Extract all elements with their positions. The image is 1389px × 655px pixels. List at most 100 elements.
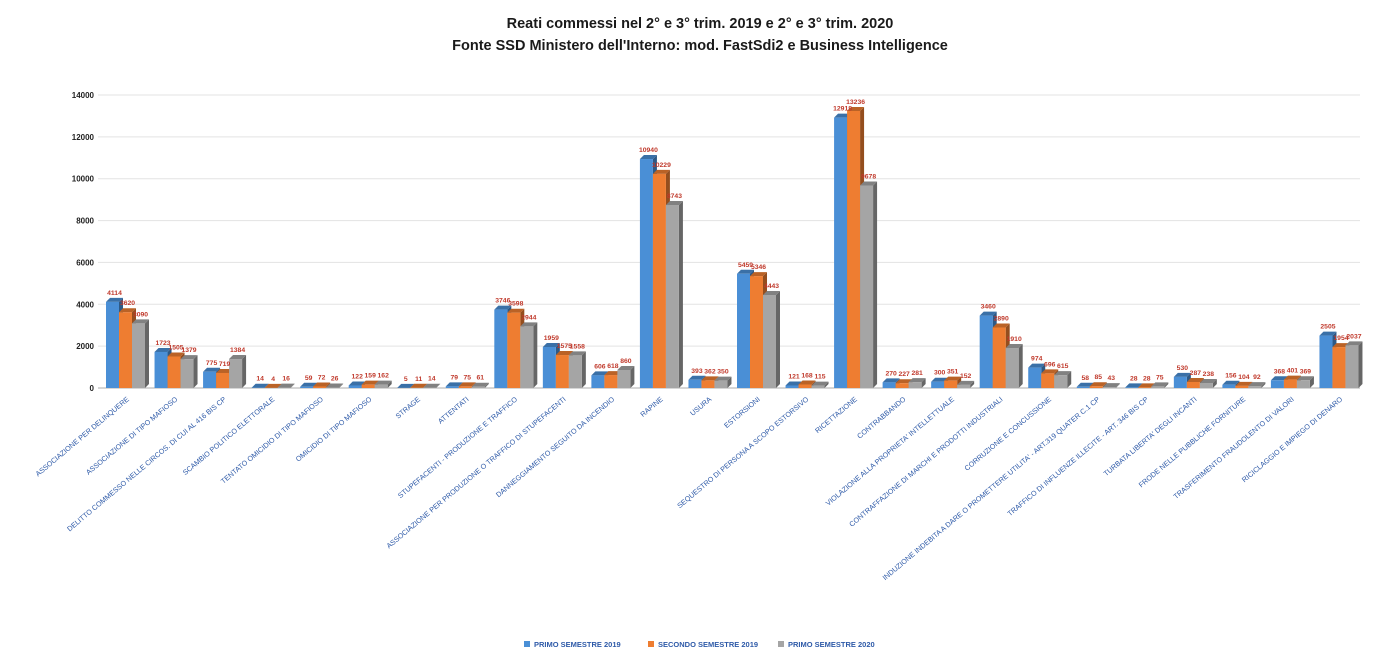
- data-label: 4114: [107, 290, 122, 297]
- bar-side: [290, 383, 295, 388]
- bar-front: [520, 326, 534, 388]
- bar-top: [216, 368, 234, 373]
- bar: [763, 291, 780, 388]
- data-label: 115: [815, 374, 826, 381]
- data-label: 3746: [495, 298, 510, 305]
- data-label: 8743: [667, 193, 682, 200]
- bar-top: [860, 181, 878, 186]
- bar: [568, 351, 586, 388]
- bar: [229, 355, 247, 388]
- bar-side: [387, 380, 392, 388]
- bar-top: [1028, 363, 1046, 368]
- bar-top: [1041, 369, 1059, 374]
- data-label: 238: [1203, 371, 1215, 378]
- data-label: 10229: [652, 162, 671, 169]
- bar-front: [1283, 379, 1297, 388]
- bar-front: [458, 386, 472, 388]
- bar-side: [727, 376, 732, 388]
- bar-side: [873, 181, 878, 388]
- bar-front: [591, 375, 605, 388]
- x-tick-label: TURBATA LIBERTA' DEGLI INCANTI: [1102, 395, 1199, 478]
- bar: [811, 381, 829, 388]
- bar-front: [847, 110, 861, 388]
- data-label: 1954: [1333, 335, 1348, 342]
- bar-side: [1067, 371, 1072, 388]
- bar-top: [847, 106, 865, 111]
- bar-top: [1089, 382, 1107, 387]
- data-label: 1910: [1007, 336, 1022, 343]
- bar-top: [507, 308, 525, 313]
- bar-front: [300, 386, 314, 388]
- bar-top: [1151, 382, 1169, 387]
- data-label: 3090: [133, 311, 148, 318]
- bar-front: [1345, 345, 1359, 388]
- bar-top: [737, 269, 754, 274]
- bar-top: [348, 381, 366, 386]
- bar-top: [1332, 343, 1350, 348]
- bar-top: [264, 383, 282, 388]
- bar-front: [604, 375, 618, 388]
- bar-top: [1345, 341, 1363, 346]
- data-label: 393: [691, 368, 703, 375]
- bar-top: [251, 383, 269, 388]
- data-label: 3620: [120, 300, 135, 307]
- bar-front: [1270, 380, 1284, 388]
- bar-top: [1186, 377, 1204, 382]
- data-label: 860: [620, 358, 632, 365]
- data-label: 530: [1177, 365, 1189, 372]
- x-tick-label: ESTORSIONI: [722, 395, 762, 430]
- bar: [471, 382, 489, 388]
- data-label: 287: [1190, 370, 1202, 377]
- legend-swatch: [524, 641, 530, 647]
- bar-top: [714, 376, 732, 381]
- legend-item: PRIMO SEMESTRE 2019: [524, 640, 621, 649]
- bar-side: [145, 319, 149, 388]
- x-tick-label: RICETTAZIONE: [813, 395, 859, 436]
- bar-top: [1102, 383, 1120, 388]
- bar-top: [617, 366, 635, 371]
- bar-side: [1309, 376, 1314, 388]
- data-label: 2505: [1320, 324, 1335, 331]
- bar-side: [436, 383, 441, 388]
- data-label: 4443: [764, 283, 779, 290]
- bar-side: [339, 383, 344, 388]
- bar-top: [944, 376, 962, 381]
- data-label: 719: [219, 361, 231, 368]
- bar-top: [410, 383, 428, 388]
- data-label: 351: [947, 369, 959, 376]
- bar-top: [798, 380, 816, 385]
- bar: [132, 319, 149, 388]
- bar: [374, 380, 392, 388]
- bar: [957, 380, 975, 388]
- bar-front: [374, 384, 388, 388]
- data-label: 28: [1130, 375, 1138, 382]
- data-label: 9678: [861, 173, 876, 180]
- bar: [860, 181, 878, 388]
- data-label: 1558: [570, 343, 585, 350]
- bar-front: [1319, 335, 1333, 388]
- bar-front: [1222, 384, 1236, 388]
- bar-front: [154, 351, 168, 388]
- data-label: 58: [1081, 375, 1089, 382]
- bar-front: [834, 117, 848, 388]
- bar: [520, 322, 538, 388]
- bar-top: [931, 377, 949, 382]
- data-label: 12918: [833, 106, 852, 113]
- legend-item: SECONDO SEMESTRE 2019: [648, 640, 758, 649]
- data-label: 362: [704, 368, 716, 375]
- bar: [665, 201, 683, 388]
- x-tick-label: FRODE NELLE PUBBLICHE FORNITURE: [1137, 395, 1248, 490]
- bar-top: [908, 378, 926, 383]
- y-tick-label: 14000: [72, 91, 95, 100]
- bar-front: [167, 356, 181, 388]
- data-label: 92: [1253, 374, 1261, 381]
- bar-front: [542, 347, 556, 388]
- bar-front: [1028, 367, 1042, 388]
- data-label: 5: [404, 376, 408, 383]
- y-tick-label: 6000: [76, 258, 94, 267]
- x-tick-label: RAPINE: [638, 395, 664, 419]
- bar-side: [1018, 344, 1023, 388]
- data-label: 13236: [846, 99, 865, 106]
- bar-front: [326, 387, 340, 388]
